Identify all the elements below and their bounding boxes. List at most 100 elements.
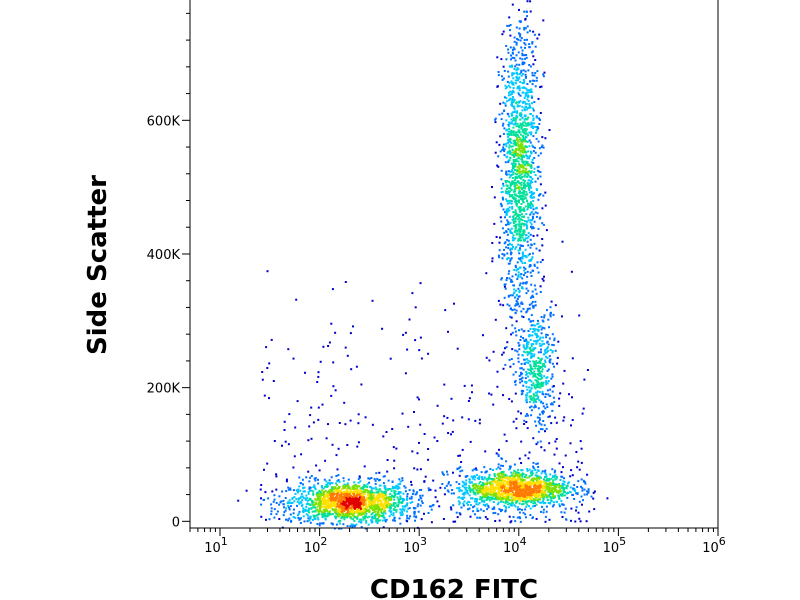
- event-point: [520, 69, 523, 72]
- event-point: [522, 484, 525, 487]
- event-point: [524, 117, 527, 120]
- event-point: [542, 381, 545, 384]
- event-point: [504, 496, 506, 498]
- event-point: [502, 490, 505, 493]
- event-point: [436, 500, 439, 503]
- event-point: [342, 487, 345, 490]
- event-point: [515, 213, 518, 216]
- event-point: [369, 502, 372, 505]
- event-point: [371, 512, 374, 515]
- event-point: [528, 103, 531, 106]
- event-point: [541, 244, 544, 247]
- event-point: [530, 344, 533, 347]
- event-point: [528, 145, 531, 148]
- event-point: [535, 342, 538, 345]
- event-point: [513, 183, 516, 186]
- event-point: [270, 507, 273, 510]
- event-point: [313, 503, 316, 506]
- event-point: [382, 506, 385, 509]
- event-point: [515, 114, 518, 117]
- event-point: [512, 239, 515, 242]
- event-point: [518, 168, 521, 171]
- event-point: [399, 511, 402, 514]
- event-point: [443, 415, 446, 418]
- event-point: [520, 186, 523, 189]
- event-point: [517, 160, 520, 163]
- event-point: [533, 167, 536, 170]
- event-point: [375, 472, 378, 475]
- event-point: [530, 324, 533, 327]
- event-point: [506, 492, 509, 495]
- event-point: [531, 83, 534, 86]
- event-point: [350, 491, 353, 494]
- event-point: [351, 523, 354, 526]
- event-point: [536, 166, 539, 169]
- event-point: [504, 211, 506, 214]
- event-point: [506, 303, 509, 306]
- event-point: [508, 515, 511, 518]
- event-point: [518, 508, 521, 511]
- event-point: [442, 473, 445, 476]
- event-point: [365, 504, 368, 507]
- event-point: [542, 420, 545, 422]
- event-point: [526, 275, 529, 278]
- event-point: [405, 504, 408, 507]
- event-point: [505, 192, 508, 195]
- event-point: [518, 221, 521, 224]
- event-point: [368, 496, 370, 499]
- event-point: [526, 31, 529, 34]
- event-point: [350, 517, 353, 520]
- event-point: [540, 344, 543, 347]
- event-point: [489, 493, 491, 496]
- event-point: [549, 306, 552, 309]
- event-point: [471, 488, 473, 491]
- event-point: [502, 304, 505, 307]
- event-point: [368, 505, 371, 508]
- event-point: [349, 487, 352, 490]
- event-point: [396, 487, 399, 490]
- event-point: [523, 139, 526, 142]
- event-point: [551, 409, 554, 412]
- event-point: [328, 492, 331, 494]
- event-point: [313, 517, 316, 520]
- event-point: [543, 487, 546, 490]
- event-point: [512, 236, 515, 239]
- event-point: [513, 143, 516, 146]
- event-point: [337, 509, 340, 512]
- event-point: [331, 496, 334, 499]
- event-point: [458, 503, 461, 506]
- event-point: [315, 499, 318, 502]
- event-point: [514, 65, 517, 68]
- event-point: [390, 495, 393, 498]
- event-point: [288, 517, 291, 520]
- event-point: [345, 513, 348, 516]
- event-point: [329, 488, 332, 491]
- event-point: [509, 157, 512, 159]
- event-point: [502, 501, 505, 504]
- event-point: [548, 129, 551, 131]
- event-point: [360, 493, 363, 496]
- event-point: [470, 504, 472, 506]
- event-point: [540, 85, 543, 88]
- event-point: [512, 211, 515, 214]
- event-point: [534, 391, 537, 394]
- event-point: [368, 501, 371, 504]
- event-point: [410, 497, 413, 500]
- event-point: [522, 482, 525, 485]
- event-point: [526, 372, 528, 375]
- event-point: [344, 496, 347, 499]
- event-point: [527, 134, 529, 137]
- event-point: [518, 266, 521, 269]
- event-point: [535, 115, 538, 118]
- event-point: [359, 487, 362, 490]
- event-point: [481, 482, 484, 484]
- event-point: [533, 365, 535, 368]
- event-point: [540, 486, 543, 489]
- event-point: [519, 206, 522, 209]
- event-point: [386, 497, 389, 500]
- event-point: [308, 486, 311, 489]
- event-point: [522, 69, 525, 72]
- event-point: [486, 518, 489, 520]
- event-point: [518, 502, 521, 505]
- event-point: [542, 502, 545, 505]
